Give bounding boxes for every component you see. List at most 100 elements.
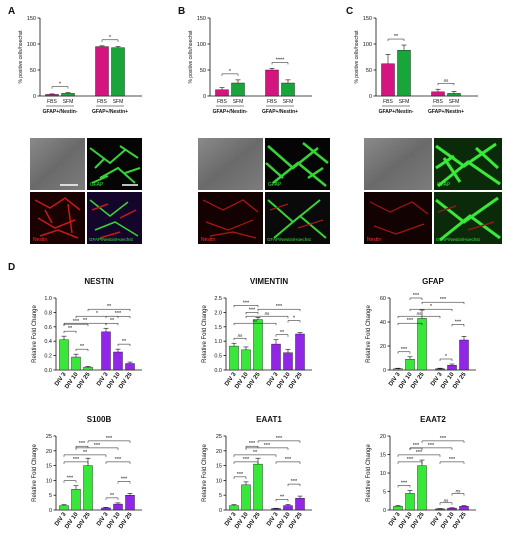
x-tick-label: SFM (283, 99, 294, 105)
micrograph-grid-a: GFAP Nestin GFAP/Nestin/Hoechst (30, 138, 142, 244)
nestin-label: Nestin (201, 237, 215, 243)
significance-label: ns (238, 333, 244, 338)
chart-c: 0 50 100 150 % positive cells/hoechst FBS SFM F… (354, 16, 478, 115)
significance-bracket (233, 454, 277, 457)
bar (231, 82, 245, 97)
bar (229, 345, 239, 371)
significance-bracket (233, 322, 277, 326)
x-tick-label: DIV 25 (118, 511, 134, 530)
significance-bracket (63, 322, 107, 326)
significance-label: *** (79, 441, 86, 447)
significance-label: *** (413, 293, 420, 299)
merge-cells (267, 199, 327, 239)
chart-b: 0 50 100 150 % positive cells/hoechst FBS SFM F… (188, 16, 312, 115)
y-axis-label: Relative Fold Change (366, 304, 372, 362)
bar (459, 506, 469, 511)
bar (59, 505, 69, 511)
x-tick-label: SFM (399, 99, 410, 105)
y-tick-label: 10 (380, 471, 386, 477)
significance-label: * (59, 82, 62, 88)
significance-label: ** (280, 330, 285, 336)
chart-title: EAAT1 (256, 415, 282, 424)
bar (125, 495, 135, 511)
significance-label: ** (80, 344, 85, 350)
significance-label: * (430, 304, 433, 310)
merge-label: GFAP/Nestin/Hoechst (267, 237, 312, 242)
y-tick-label: 0.0 (214, 368, 222, 374)
x-tick-label: FBS (97, 99, 107, 105)
x-tick-label: SFM (449, 99, 460, 105)
significance-bracket (451, 493, 465, 496)
bar (283, 352, 293, 371)
significance-bracket (245, 445, 259, 449)
significance-bracket (275, 334, 289, 337)
y-tick-label: 50 (200, 68, 206, 74)
gfap-cells (435, 142, 501, 188)
significance-bracket (245, 312, 259, 315)
significance-bracket (101, 39, 119, 42)
bar (253, 463, 263, 511)
y-tick-label: 40 (380, 320, 386, 326)
chart-title: GFAP (422, 277, 444, 286)
y-tick-label: 5 (219, 493, 222, 499)
y-tick-label: 10 (216, 478, 222, 484)
y-tick-label: 0 (203, 94, 206, 100)
group-label: GFAP+/Nestin+ (92, 109, 128, 115)
y-axis-label: % positive cells/hoechst (354, 30, 360, 84)
significance-bracket (117, 343, 131, 347)
significance-label: ns (444, 78, 450, 83)
significance-label: *** (121, 476, 128, 482)
significance-label: *** (407, 457, 414, 463)
significance-bracket (63, 480, 77, 483)
bar (45, 94, 59, 97)
significance-label: ** (122, 339, 127, 345)
bar (281, 82, 295, 97)
bar (435, 508, 445, 511)
nestin-cells (202, 199, 259, 239)
bar (215, 89, 229, 97)
bar (83, 366, 93, 371)
significance-bracket (397, 351, 411, 354)
significance-bracket (221, 73, 239, 76)
bar (59, 339, 69, 371)
significance-label: *** (276, 304, 283, 310)
significance-bracket (271, 62, 289, 65)
bar (83, 465, 93, 511)
significance-bracket (439, 358, 453, 361)
bar (113, 351, 123, 371)
significance-label: *** (115, 457, 122, 463)
group-label: GFAP+/Nestin- (43, 109, 78, 115)
y-tick-label: 0 (33, 94, 36, 100)
significance-label: ns (265, 311, 271, 316)
x-tick-label: DIV 25 (288, 511, 304, 530)
bar (265, 69, 279, 97)
bar (271, 343, 281, 371)
chart-a: 0 50 100 150 % positive cells/hoechst FBS SFM F… (18, 16, 142, 115)
significance-label: *** (106, 436, 113, 442)
y-tick-label: 20 (380, 434, 386, 440)
significance-bracket (439, 502, 453, 505)
y-tick-label: 2.5 (214, 296, 222, 302)
bar (71, 356, 81, 371)
significance-label: ** (253, 450, 258, 456)
significance-label: *** (73, 319, 80, 325)
chart-title: VIMENTIN (250, 277, 288, 286)
bar (71, 489, 81, 511)
significance-bracket (75, 315, 119, 319)
significance-label: *** (237, 472, 244, 478)
significance-label: *** (249, 441, 256, 447)
significance-label: *** (249, 307, 256, 313)
y-tick-label: 15 (216, 464, 222, 470)
significance-label: ns (456, 489, 462, 494)
significance-bracket (287, 483, 301, 487)
panel-label-b: B (178, 6, 185, 17)
y-tick-label: 15 (380, 453, 386, 459)
significance-bracket (75, 447, 119, 450)
group-label: GFAP+/Nestin- (213, 109, 248, 115)
bar (417, 465, 427, 511)
panel-label-c: C (346, 6, 353, 17)
nestin-image (364, 192, 432, 244)
